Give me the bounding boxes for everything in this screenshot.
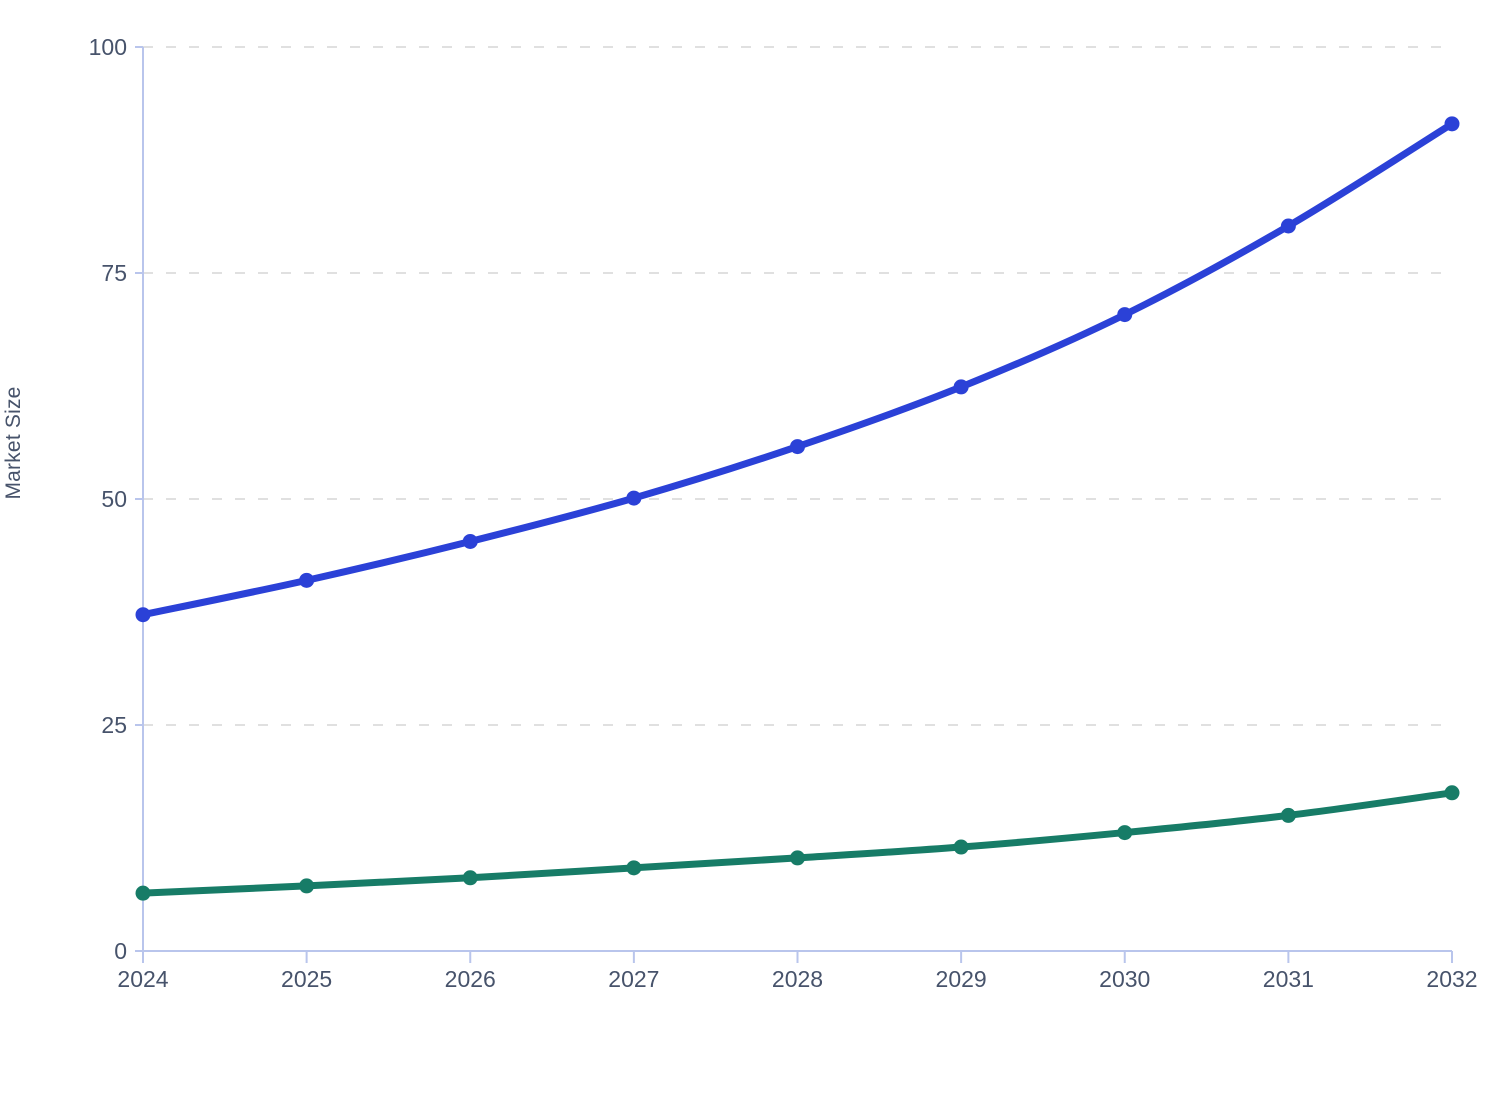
axes — [135, 46, 1453, 963]
blue-series-point[interactable] — [1280, 218, 1296, 234]
y-tick-label: 50 — [101, 486, 127, 512]
y-tick-label: 100 — [89, 34, 127, 60]
x-tick-label: 2026 — [445, 966, 496, 992]
x-tick-label: 2032 — [1426, 966, 1477, 992]
teal-series-point[interactable] — [790, 850, 805, 866]
blue-series-point[interactable] — [462, 533, 478, 549]
blue-series-point[interactable] — [790, 439, 805, 455]
blue-series-point[interactable] — [135, 607, 151, 623]
x-tick-label: 2028 — [772, 966, 823, 992]
x-tick-label: 2030 — [1099, 966, 1150, 992]
teal-series-point[interactable] — [1117, 825, 1133, 841]
teal-series-line — [139, 789, 1456, 897]
teal-series-point[interactable] — [1444, 785, 1460, 801]
gridlines — [143, 46, 1452, 726]
series-lines — [135, 116, 1460, 901]
blue-series-point[interactable] — [953, 379, 969, 395]
teal-series-point[interactable] — [626, 860, 642, 876]
x-tick-label: 2025 — [281, 966, 332, 992]
blue-series-point[interactable] — [1444, 116, 1460, 132]
teal-series-point[interactable] — [1280, 807, 1296, 823]
blue-series-point[interactable] — [299, 572, 315, 588]
y-tick-label: 25 — [101, 712, 127, 738]
teal-series-point[interactable] — [462, 870, 478, 886]
y-tick-label: 0 — [114, 938, 127, 964]
blue-series-point[interactable] — [1117, 307, 1133, 323]
tick-labels: 0 25 50 75 100 2024 2025 2026 2027 2028 2029 2030 20… — [89, 34, 1478, 992]
x-tick-label: 2029 — [936, 966, 987, 992]
teal-series-point[interactable] — [299, 878, 315, 894]
x-tick-label: 2027 — [608, 966, 659, 992]
blue-series-point[interactable] — [626, 490, 642, 506]
teal-series-point[interactable] — [953, 839, 969, 855]
blue-series-line — [139, 120, 1456, 619]
x-tick-label: 2024 — [117, 966, 168, 992]
x-tick-label: 2031 — [1263, 966, 1314, 992]
teal-series-point[interactable] — [135, 885, 151, 901]
y-axis-title: Market Size — [2, 386, 25, 499]
y-tick-label: 75 — [101, 260, 127, 286]
